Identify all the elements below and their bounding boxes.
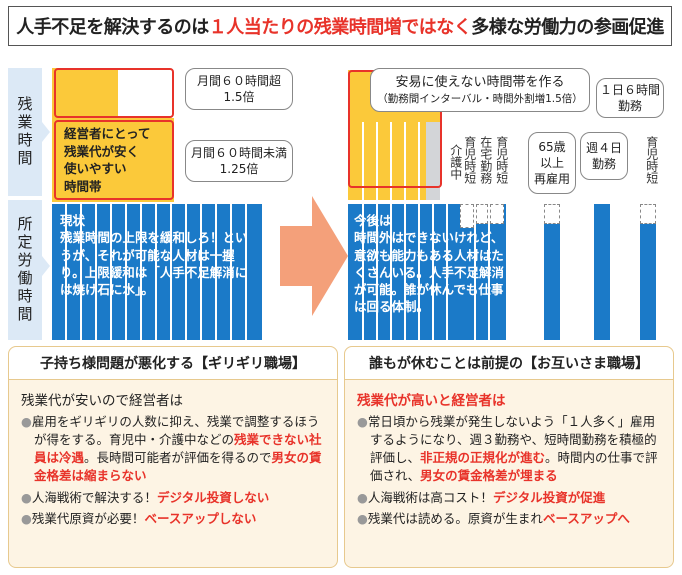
vlabel-caregiving: 介護中: [448, 144, 463, 180]
title-highlight: １人当たりの残業時間増ではなく: [208, 17, 472, 38]
childcare-gap: [640, 204, 656, 224]
callout-restricted-hours: 安易に使えない時間帯を作る （勤務間インターバル・時間外割増1.5倍）: [370, 68, 590, 112]
callout-under-60h: 月間６０時間未満 1.25倍: [185, 140, 293, 182]
list-item: ●残業代は読める。原資が生まれベースアップへ: [357, 510, 630, 526]
title-part1: 人手不足を解決するのは: [16, 17, 209, 38]
over65-gap: [544, 204, 560, 224]
short-hours-gap: [476, 204, 488, 224]
title-part2: 多様な労働力の参画促進: [471, 17, 664, 38]
four-day-bar: [594, 204, 610, 340]
list-item: ●常日頃から残業が発生しないよう「１人多く」雇用するようになり、週３勤務や、短時…: [357, 414, 658, 484]
panel-girigiri-workplace: 子持ち様問題が悪化する【ギリギリ職場】 残業代が安いので経営者は ●雇用をギリギ…: [8, 346, 338, 568]
left-current-status-text: 現状 残業時間の上限を緩和しろ！というが、それが可能な人材は一握り。上限緩和は「…: [60, 213, 248, 297]
callout-four-day: 週４日 勤務: [580, 132, 628, 180]
label-chevron-icon: [42, 256, 50, 276]
list-item: ●雇用をギリギリの人数に抑え、残業で調整するほうが得をする。育児中・介護中などの…: [21, 414, 322, 484]
panel-title: 子持ち様問題が悪化する【ギリギリ職場】: [9, 347, 337, 380]
right-chart: 今後は 時間外はできないけれど、意欲も能力もある人材はたくさんいる。人手不足解消…: [348, 60, 668, 342]
cheap-overtime-text: 経営者にとって 残業代が安く 使いやすい 時間帯: [64, 126, 151, 194]
panel-subtitle: 残業代が安いので経営者は: [21, 393, 183, 409]
callout-six-hour: １日６時間 勤務: [596, 78, 664, 118]
overtime-block-low: [52, 120, 174, 202]
left-chart: 経営者にとって 残業代が安く 使いやすい 時間帯 現状 残業時間の上限を緩和しろ…: [52, 60, 332, 342]
short-hours-gap: [460, 204, 474, 228]
label-chevron-icon: [42, 122, 50, 142]
row-label-regular: 所定労働時間: [8, 200, 42, 340]
panel-title: 誰もが休むことは前提の【お互いさま職場】: [345, 347, 673, 380]
overtime-low-redbox: 経営者にとって 残業代が安く 使いやすい 時間帯: [54, 120, 174, 200]
vlabel-childcare-short-3: 育児時短: [644, 136, 659, 184]
panel-subtitle: 残業代が高いと経営者は: [357, 393, 506, 409]
list-item: ●人海戦術で解決する！デジタル投資しない: [21, 489, 270, 505]
childcare-bar: [640, 224, 656, 340]
vlabel-childcare-short: 育児時短: [462, 136, 477, 184]
callout-over-65: 65歳 以上 再雇用: [528, 132, 576, 194]
overtime-high-redbox: [54, 68, 174, 118]
page-title: 人手不足を解決するのは １人当たりの残業時間増ではなく 多様な労働力の参画促進: [8, 6, 672, 46]
callout-over-60h: 月間６０時間超 1.5倍: [185, 68, 293, 110]
right-future-text: 今後は 時間外はできないけれど、意欲も能力もある人材はたくさんいる。人手不足解消…: [354, 213, 505, 315]
vlabel-remote: 在宅勤務: [478, 136, 493, 184]
regular-hours-block: [52, 204, 262, 340]
panel-otagaisama-workplace: 誰もが休むことは前提の【お互いさま職場】 残業代が高いと経営者は ●常日頃から残…: [344, 346, 674, 568]
over65-bar: [544, 224, 560, 340]
list-item: ●人海戦術は高コスト！デジタル投資が促進: [357, 489, 606, 505]
row-label-overtime: 残業時間: [8, 68, 42, 196]
list-item: ●残業代原資が必要！ベースアップしない: [21, 510, 257, 526]
vlabel-childcare-short-2: 育児時短: [494, 136, 509, 184]
transition-arrow-icon: [280, 196, 348, 316]
short-hours-gap: [490, 204, 504, 224]
